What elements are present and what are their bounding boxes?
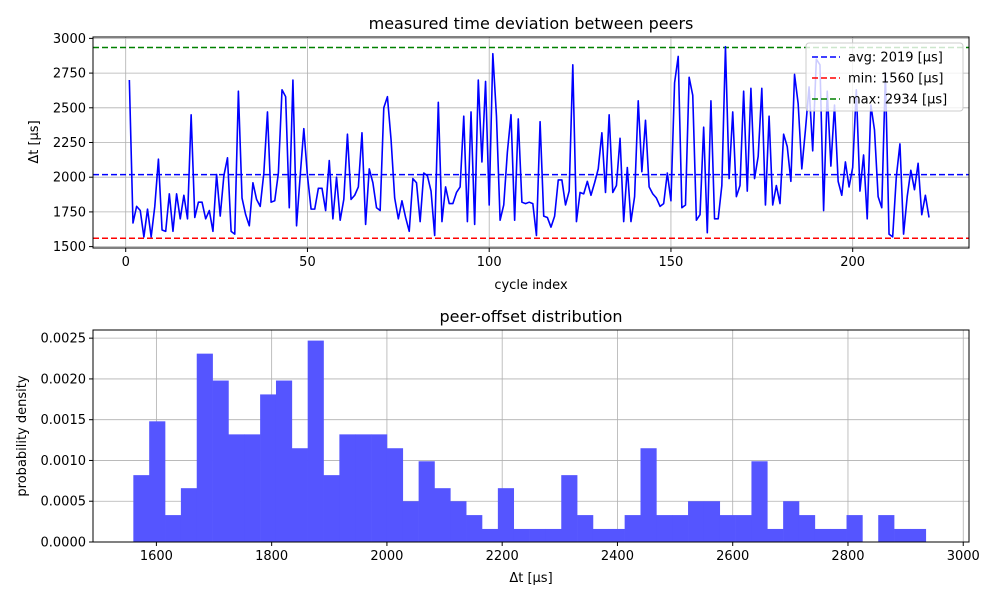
- chart1-y-tick-label: 2750: [53, 67, 86, 82]
- chart2-y-tick-label: 0.0000: [41, 536, 87, 551]
- histogram-bar: [450, 501, 467, 542]
- chart1-title: measured time deviation between peers: [369, 14, 694, 33]
- histogram-bar: [751, 461, 768, 542]
- chart2-y-tick-label: 0.0020: [41, 372, 87, 387]
- histogram-bar: [180, 488, 198, 542]
- chart2-y-tick-label: 0.0025: [41, 332, 87, 347]
- histogram-bar: [909, 528, 927, 542]
- chart1-x-ticks: 0 50 100 150 200: [122, 248, 865, 270]
- histogram-bar: [814, 528, 831, 542]
- chart2-y-tick-label: 0.0010: [41, 454, 87, 469]
- histogram-bar: [767, 528, 784, 542]
- histogram-bar: [149, 421, 166, 542]
- histogram-bar: [735, 515, 752, 542]
- chart1-y-tick-label: 1500: [53, 240, 86, 255]
- chart1-x-tick-label: 100: [477, 255, 502, 270]
- chart2-y-ticks: 0.0000 0.0005 0.0010 0.0015 0.0020 0.0025: [41, 332, 93, 551]
- histogram-bar: [212, 380, 229, 542]
- chart1-x-tick-label: 150: [659, 255, 684, 270]
- chart1-x-label: cycle index: [494, 278, 568, 293]
- histogram-bar: [703, 501, 721, 542]
- histogram-bar: [878, 515, 895, 542]
- histogram-bar: [688, 501, 705, 542]
- histogram-bar: [133, 475, 150, 542]
- histogram-bar: [434, 488, 451, 542]
- series-line: [128, 45, 930, 238]
- histogram-bar: [624, 515, 641, 542]
- histogram-bar: [513, 528, 530, 542]
- histogram-bar: [577, 515, 594, 542]
- chart1-y-tick-label: 2000: [53, 171, 86, 186]
- histogram-bar: [656, 515, 673, 542]
- chart2-x-label: Δt [µs]: [509, 571, 552, 586]
- histogram-bar: [894, 528, 911, 542]
- chart2-x-tick-label: 3000: [947, 549, 980, 564]
- chart2-y-label: probability density: [15, 375, 30, 496]
- histogram-bar: [228, 434, 245, 542]
- chart1-y-tick-label: 1750: [53, 205, 86, 220]
- distribution-chart: peer-offset distribution 1600 1800 2000 220…: [15, 307, 980, 586]
- chart2-title: peer-offset distribution: [440, 307, 623, 326]
- chart1-y-tick-label: 3000: [53, 32, 86, 47]
- chart2-x-ticks: 1600 1800 2000 2200 2400 2600 2800 3000: [140, 542, 980, 564]
- chart2-x-tick-label: 2400: [601, 549, 634, 564]
- histogram-bar: [798, 515, 816, 542]
- legend-entry: min: 1560 [µs]: [848, 72, 943, 87]
- chart2-x-tick-label: 1800: [255, 549, 288, 564]
- histogram-bar: [608, 528, 625, 542]
- histogram-bar: [482, 528, 499, 542]
- histogram-bar: [196, 353, 213, 542]
- histogram-bar: [561, 475, 578, 542]
- chart1-series: [128, 45, 930, 238]
- histogram-bar: [323, 475, 340, 542]
- histogram-bar: [418, 461, 435, 542]
- histogram-bar: [355, 434, 372, 542]
- chart2-x-tick-label: 2600: [716, 549, 749, 564]
- histogram-bar: [830, 528, 847, 542]
- legend-entry: max: 2934 [µs]: [848, 93, 947, 108]
- histogram-bar: [307, 340, 324, 542]
- histogram-bar: [260, 394, 277, 542]
- time-deviation-chart: measured time deviation between peers 0 5…: [27, 14, 970, 293]
- histogram-bar: [339, 434, 356, 542]
- histogram-bar: [672, 515, 689, 542]
- histogram-bar: [497, 488, 515, 542]
- histogram-bar: [466, 515, 483, 542]
- chart1-y-tick-label: 2500: [53, 101, 86, 116]
- histogram-bar: [529, 528, 546, 542]
- histogram-bar: [275, 380, 293, 542]
- chart1-x-tick-label: 50: [299, 255, 316, 270]
- chart2-y-tick-label: 0.0005: [41, 495, 87, 510]
- histogram-bar: [244, 434, 261, 542]
- histogram-bar: [545, 528, 562, 542]
- histogram-bar: [783, 501, 800, 542]
- histogram-bar: [846, 515, 863, 542]
- histogram-bar: [592, 528, 610, 542]
- histogram-bar: [371, 434, 388, 542]
- chart2-x-tick-label: 2000: [370, 549, 403, 564]
- chart1-y-ticks: 1500 1750 2000 2250 2500 2750 3000: [53, 32, 93, 255]
- chart1-y-label: Δt [µs]: [27, 120, 42, 163]
- chart2-y-tick-label: 0.0015: [41, 413, 87, 428]
- histogram-bar: [291, 448, 308, 542]
- chart1-x-tick-label: 0: [122, 255, 130, 270]
- histogram-bar: [640, 448, 657, 542]
- chart1-y-tick-label: 2250: [53, 136, 86, 151]
- chart2-x-tick-label: 1600: [140, 549, 173, 564]
- chart2-x-tick-label: 2800: [831, 549, 864, 564]
- chart1-legend: avg: 2019 [µs] min: 1560 [µs] max: 2934 [µ…: [805, 42, 964, 112]
- chart2-x-tick-label: 2200: [486, 549, 519, 564]
- histogram-bar: [165, 515, 182, 542]
- legend-entry: avg: 2019 [µs]: [848, 51, 943, 66]
- histogram-bar: [402, 501, 419, 542]
- chart1-x-tick-label: 200: [840, 255, 865, 270]
- histogram-bar: [386, 448, 404, 542]
- legend-box: [805, 42, 964, 112]
- histogram-bar: [719, 515, 736, 542]
- chart2-frame: [92, 329, 970, 543]
- chart2-bars: [133, 340, 927, 542]
